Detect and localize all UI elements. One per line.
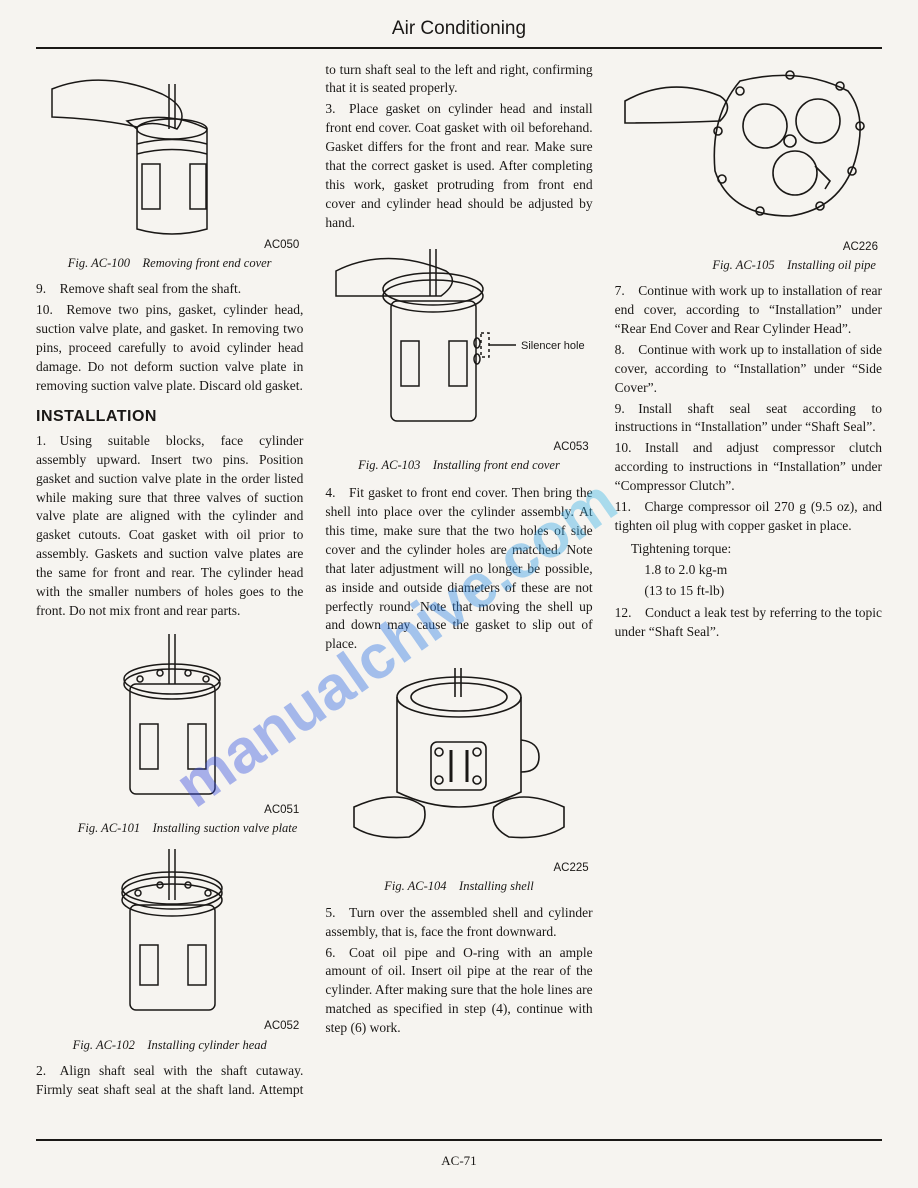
figure-ac102-image [70,845,270,1020]
figure-ac104: AC225 Fig. AC-104 Installing shell [325,662,592,896]
step-1: 1. Using suitable blocks, face cylinder … [36,432,303,621]
heading-installation: INSTALLATION [36,406,303,428]
torque-value-kgm: 1.8 to 2.0 kg-m [615,561,882,580]
figure-ac102: AC052 Fig. AC-102 Installing cylinder he… [36,845,303,1054]
step-4: 4. Fit gasket to front end cover. Then b… [325,484,592,654]
figure-ac105-caption: Fig. AC-105 Installing oil pipe [615,257,876,275]
torque-label: Tightening torque: [615,540,882,559]
para-10: 10. Remove two pins, gasket, cylinder he… [36,301,303,395]
figure-ac100: AC050 Fig. AC-100 Removing front end cov… [36,69,303,273]
figure-ac103-code: AC053 [325,439,588,455]
torque-value-ftlb: (13 to 15 ft-lb) [615,582,882,601]
figure-ac105-image [620,61,876,241]
figure-ac105-code: AC226 [615,239,878,255]
para-9: 9. Remove shaft seal from the shaft. [36,280,303,299]
figure-ac104-image [339,662,579,862]
figure-ac100-image [42,69,298,239]
figure-ac103-image: Silencer hole [331,241,587,441]
step-11: 11. Charge compressor oil 270 g (9.5 oz)… [615,498,882,536]
step-5: 5. Turn over the assembled shell and cyl… [325,904,592,942]
figure-ac101-image [70,629,270,804]
figure-ac104-code: AC225 [325,860,588,876]
step-6: 6. Coat oil pipe and O-ring with an ampl… [325,944,592,1038]
figure-ac101-code: AC051 [36,802,299,818]
figure-ac102-code: AC052 [36,1018,299,1034]
page-title: Air Conditioning [36,16,882,43]
figure-ac102-caption: Fig. AC-102 Installing cylinder head [36,1037,303,1055]
step-8: 8. Continue with work up to installation… [615,341,882,398]
figure-ac104-caption: Fig. AC-104 Installing shell [325,878,592,896]
figure-ac101: AC051 Fig. AC-101 Installing suction val… [36,629,303,838]
figure-ac103: Silencer hole AC053 Fig. AC-103 Installi… [325,241,592,475]
figure-ac101-caption: Fig. AC-101 Installing suction valve pla… [36,820,297,838]
figure-ac100-caption: Fig. AC-100 Removing front end cover [36,255,303,273]
figure-ac103-caption: Fig. AC-103 Installing front end cover [325,457,592,475]
step-7: 7. Continue with work up to installation… [615,282,882,339]
content-columns: AC050 Fig. AC-100 Removing front end cov… [36,61,882,1121]
figure-ac105: AC226 Fig. AC-105 Installing oil pipe [615,61,882,275]
page-number: AC-71 [0,1152,918,1170]
page: Air Conditioning AC050 Fig. AC-100 Remov… [0,0,918,1188]
figure-ac103-callout: Silencer hole [521,340,585,352]
step-3: 3. Place gasket on cylinder head and ins… [325,100,592,232]
header-rule [36,47,882,49]
step-9: 9. Install shaft seal seat according to … [615,400,882,438]
footer-rule [36,1139,882,1141]
figure-ac100-code: AC050 [36,237,299,253]
step-12: 12. Conduct a leak test by referring to … [615,604,882,642]
step-10: 10. Install and adjust compressor clutch… [615,439,882,496]
